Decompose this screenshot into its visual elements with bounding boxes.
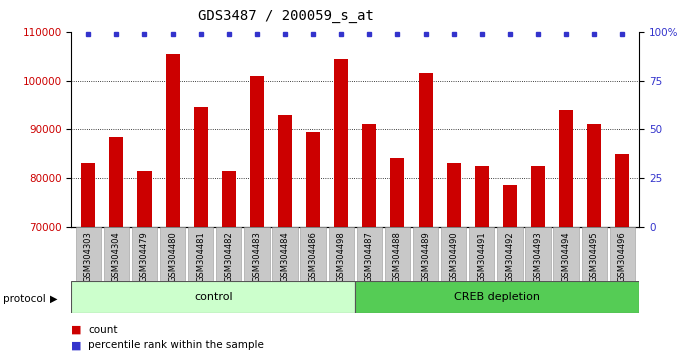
FancyBboxPatch shape [132, 227, 157, 281]
Text: GSM304490: GSM304490 [449, 231, 458, 281]
FancyBboxPatch shape [441, 227, 466, 281]
Text: GSM304489: GSM304489 [421, 231, 430, 282]
Text: GSM304481: GSM304481 [197, 231, 205, 282]
FancyBboxPatch shape [301, 227, 326, 281]
Bar [531, 166, 545, 354]
Text: GSM304488: GSM304488 [393, 231, 402, 282]
Text: GSM304495: GSM304495 [590, 231, 598, 281]
Bar [559, 110, 573, 354]
FancyBboxPatch shape [469, 227, 494, 281]
FancyBboxPatch shape [160, 227, 185, 281]
FancyBboxPatch shape [526, 227, 551, 281]
Text: protocol: protocol [3, 294, 46, 304]
FancyBboxPatch shape [554, 227, 579, 281]
FancyBboxPatch shape [355, 281, 639, 313]
Text: GSM304486: GSM304486 [309, 231, 318, 282]
Text: GSM304304: GSM304304 [112, 231, 121, 282]
Text: GSM304493: GSM304493 [534, 231, 543, 282]
Bar [447, 163, 461, 354]
FancyBboxPatch shape [216, 227, 241, 281]
Text: GSM304491: GSM304491 [477, 231, 486, 281]
Text: GDS3487 / 200059_s_at: GDS3487 / 200059_s_at [198, 9, 373, 23]
FancyBboxPatch shape [188, 227, 214, 281]
Bar [109, 137, 123, 354]
Text: control: control [194, 292, 233, 302]
Text: CREB depletion: CREB depletion [454, 292, 540, 302]
FancyBboxPatch shape [497, 227, 522, 281]
Bar [222, 171, 236, 354]
Bar [475, 166, 489, 354]
FancyBboxPatch shape [610, 227, 635, 281]
FancyBboxPatch shape [273, 227, 298, 281]
Bar [81, 163, 95, 354]
Text: GSM304498: GSM304498 [337, 231, 345, 282]
Text: ■: ■ [71, 325, 82, 335]
Text: GSM304303: GSM304303 [84, 231, 92, 282]
FancyBboxPatch shape [581, 227, 607, 281]
FancyBboxPatch shape [385, 227, 410, 281]
Text: ■: ■ [71, 340, 82, 350]
FancyBboxPatch shape [244, 227, 269, 281]
Bar [362, 124, 377, 354]
Text: GSM304484: GSM304484 [281, 231, 290, 282]
Bar [278, 115, 292, 354]
Text: GSM304479: GSM304479 [140, 231, 149, 282]
Bar [165, 54, 180, 354]
Text: percentile rank within the sample: percentile rank within the sample [88, 340, 265, 350]
Text: GSM304492: GSM304492 [505, 231, 514, 281]
FancyBboxPatch shape [71, 281, 355, 313]
FancyBboxPatch shape [104, 227, 129, 281]
Bar [194, 107, 207, 354]
Text: GSM304482: GSM304482 [224, 231, 233, 282]
Text: GSM304494: GSM304494 [562, 231, 571, 281]
FancyBboxPatch shape [75, 227, 101, 281]
FancyBboxPatch shape [328, 227, 354, 281]
Text: GSM304480: GSM304480 [168, 231, 177, 282]
Bar [250, 76, 264, 354]
Bar [137, 171, 152, 354]
Bar [588, 124, 601, 354]
Text: GSM304487: GSM304487 [365, 231, 374, 282]
Bar [334, 59, 348, 354]
FancyBboxPatch shape [413, 227, 438, 281]
Text: GSM304483: GSM304483 [252, 231, 261, 282]
Bar [306, 132, 320, 354]
FancyBboxPatch shape [357, 227, 382, 281]
Text: ▶: ▶ [50, 294, 57, 304]
Text: GSM304496: GSM304496 [618, 231, 627, 282]
Bar [503, 185, 517, 354]
Bar [390, 158, 405, 354]
Text: count: count [88, 325, 118, 335]
Bar [615, 154, 630, 354]
Bar [419, 73, 432, 354]
